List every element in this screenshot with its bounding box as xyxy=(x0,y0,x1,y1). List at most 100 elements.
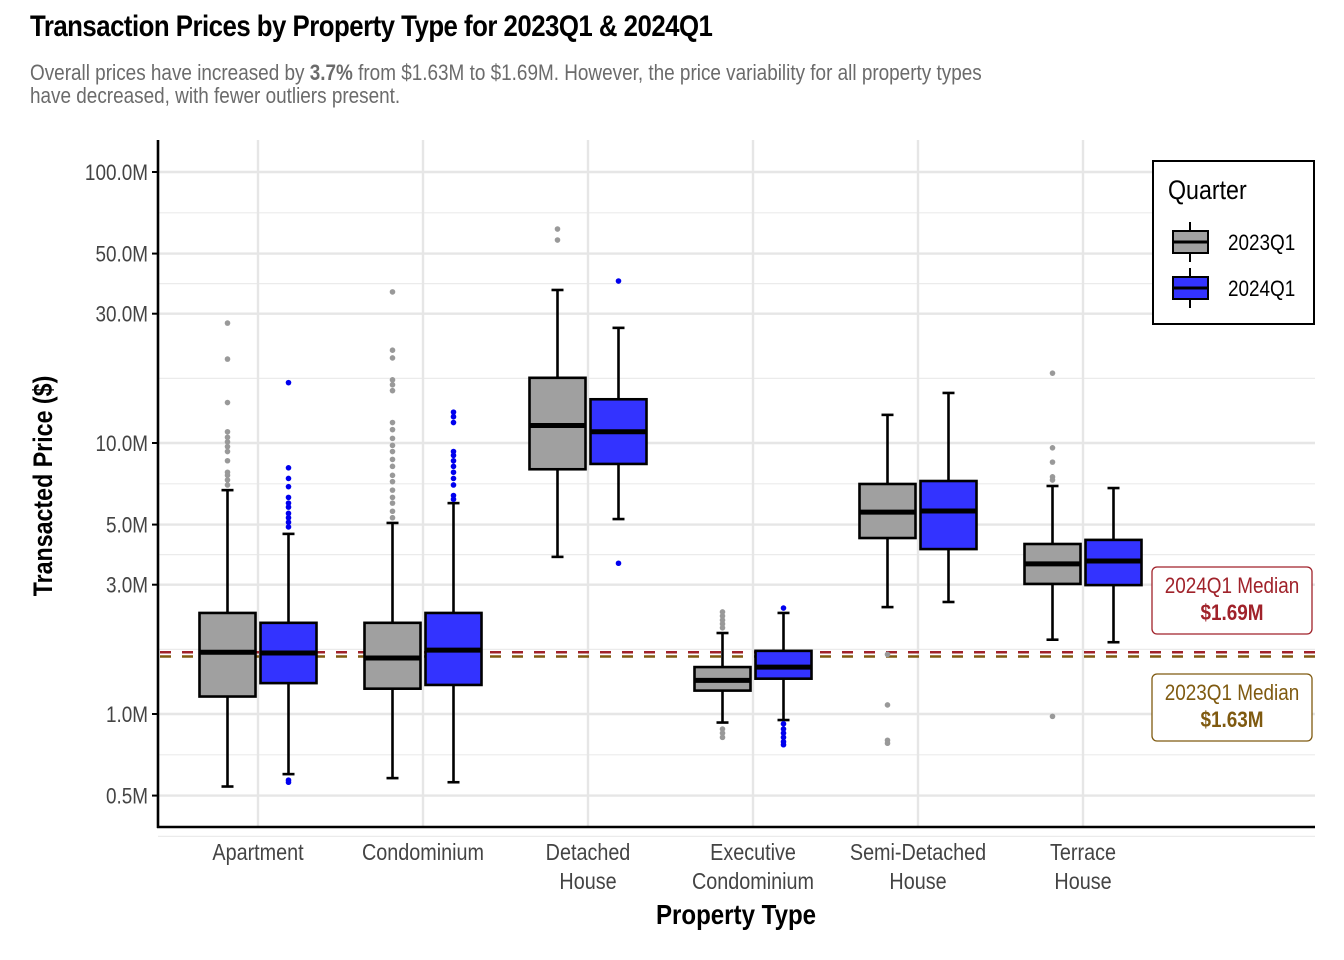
outlier-point xyxy=(224,443,231,450)
x-axis-ticks: Apartment Condominium Detached House Executi… xyxy=(212,840,1116,895)
boxplot-2023q1-4 xyxy=(858,413,917,747)
median-annotation-2023q1: 2023Q1 Median$1.63M xyxy=(1151,673,1313,742)
legend-label: 2024Q1 xyxy=(1228,277,1295,302)
outlier-point xyxy=(780,730,787,736)
outlier-point xyxy=(389,355,396,361)
outlier-point xyxy=(615,560,622,567)
outlier-point xyxy=(389,500,396,506)
x-tick-label: House xyxy=(1054,869,1111,895)
gridlines xyxy=(158,140,1315,837)
outlier-point xyxy=(780,741,787,748)
outlier-point xyxy=(450,482,457,488)
boxplot-2024q1-1 xyxy=(424,409,483,784)
outlier-point xyxy=(389,435,396,442)
outlier-point xyxy=(389,426,396,433)
outlier-point xyxy=(884,740,891,747)
outlier-point xyxy=(1049,713,1056,720)
outlier-point xyxy=(450,413,457,420)
boxplot-2024q1-4 xyxy=(919,391,978,604)
x-tick-label: Apartment xyxy=(212,840,303,866)
outlier-point xyxy=(450,448,457,455)
outlier-point xyxy=(450,419,457,426)
outlier-point xyxy=(389,494,396,501)
outlier-point xyxy=(389,463,396,470)
outlier-point xyxy=(389,508,396,515)
outlier-point xyxy=(389,377,396,383)
boxplot-2024q1-5 xyxy=(1084,486,1143,644)
subtitle-text-end: from $1.63M to $1.69M. However, the pric… xyxy=(352,60,982,85)
outlier-point xyxy=(224,320,231,326)
legend: Quarter 2023Q1 2024Q1 xyxy=(1152,160,1315,325)
annotation-box xyxy=(1151,566,1313,635)
y-tick-label: 1.0M xyxy=(106,703,148,728)
y-tick-label: 10.0M xyxy=(95,432,148,457)
outlier-point xyxy=(450,463,457,470)
outlier-point xyxy=(719,625,726,631)
boxplot-2023q1-3 xyxy=(693,609,752,741)
boxplot-2024q1-0 xyxy=(259,379,318,786)
outlier-point xyxy=(1049,370,1056,376)
annotation-value: $1.63M xyxy=(1200,708,1263,733)
outlier-point xyxy=(450,469,457,476)
outlier-point xyxy=(1049,477,1056,483)
outlier-point xyxy=(389,347,396,354)
outlier-point xyxy=(389,387,396,394)
outlier-point xyxy=(1049,459,1056,465)
subtitle-highlight: 3.7% xyxy=(309,60,353,85)
outlier-point xyxy=(224,434,231,441)
x-tick-label: House xyxy=(889,869,946,895)
outlier-point xyxy=(224,448,231,455)
outlier-point xyxy=(224,428,231,435)
outlier-point xyxy=(224,477,231,483)
outlier-point xyxy=(285,514,292,521)
boxplot-2023q1-5 xyxy=(1023,370,1082,720)
legend-label: 2023Q1 xyxy=(1228,231,1295,256)
outlier-point xyxy=(389,289,396,295)
boxplot-2024q1-3 xyxy=(754,605,813,748)
outlier-point xyxy=(389,442,396,449)
outlier-point xyxy=(389,514,396,521)
boxplot-2023q1-0 xyxy=(198,320,257,788)
outlier-point xyxy=(224,439,231,445)
outlier-point xyxy=(780,721,787,727)
outlier-point xyxy=(780,726,787,732)
outlier-point xyxy=(719,613,726,619)
outlier-point xyxy=(285,524,292,530)
outlier-point xyxy=(389,381,396,388)
outlier-point xyxy=(285,519,292,526)
outlier-point xyxy=(285,483,292,490)
x-tick-label: Semi-Detached xyxy=(850,840,986,866)
legend-key-2023q1: 2023Q1 xyxy=(1172,222,1295,262)
outlier-point xyxy=(884,702,891,708)
outlier-point xyxy=(389,419,396,426)
outlier-point xyxy=(450,409,457,415)
annotation-label: 2024Q1 Median xyxy=(1165,574,1300,599)
outlier-point xyxy=(285,500,292,506)
boxplot-2023q1-2 xyxy=(528,226,587,559)
median-annotation-2024q1: 2024Q1 Median$1.69M xyxy=(1151,566,1313,635)
outlier-point xyxy=(780,605,787,611)
outlier-point xyxy=(285,465,292,471)
outlier-point xyxy=(719,609,726,615)
outlier-point xyxy=(450,475,457,482)
outlier-point xyxy=(719,734,726,741)
annotation-value: $1.69M xyxy=(1200,601,1263,626)
outlier-point xyxy=(285,379,292,386)
outlier-point xyxy=(389,478,396,485)
subtitle-text-start: Overall prices have increased by xyxy=(30,60,310,85)
x-tick-label: Condominium xyxy=(692,869,814,895)
outlier-point xyxy=(719,621,726,627)
outlier-point xyxy=(1049,445,1056,451)
outlier-point xyxy=(224,399,231,406)
outlier-point xyxy=(389,472,396,479)
legend-key-2024q1: 2024Q1 xyxy=(1172,268,1295,308)
x-tick-label: House xyxy=(559,869,616,895)
y-tick-label: 0.5M xyxy=(106,784,148,809)
annotation-label: 2023Q1 Median xyxy=(1165,681,1300,706)
outlier-point xyxy=(389,456,396,463)
outlier-point xyxy=(285,779,292,786)
chart-title: Transaction Prices by Property Type for … xyxy=(30,10,713,43)
y-axis-title: Transacted Price ($) xyxy=(28,376,58,597)
median-reference-lines xyxy=(160,650,1315,658)
